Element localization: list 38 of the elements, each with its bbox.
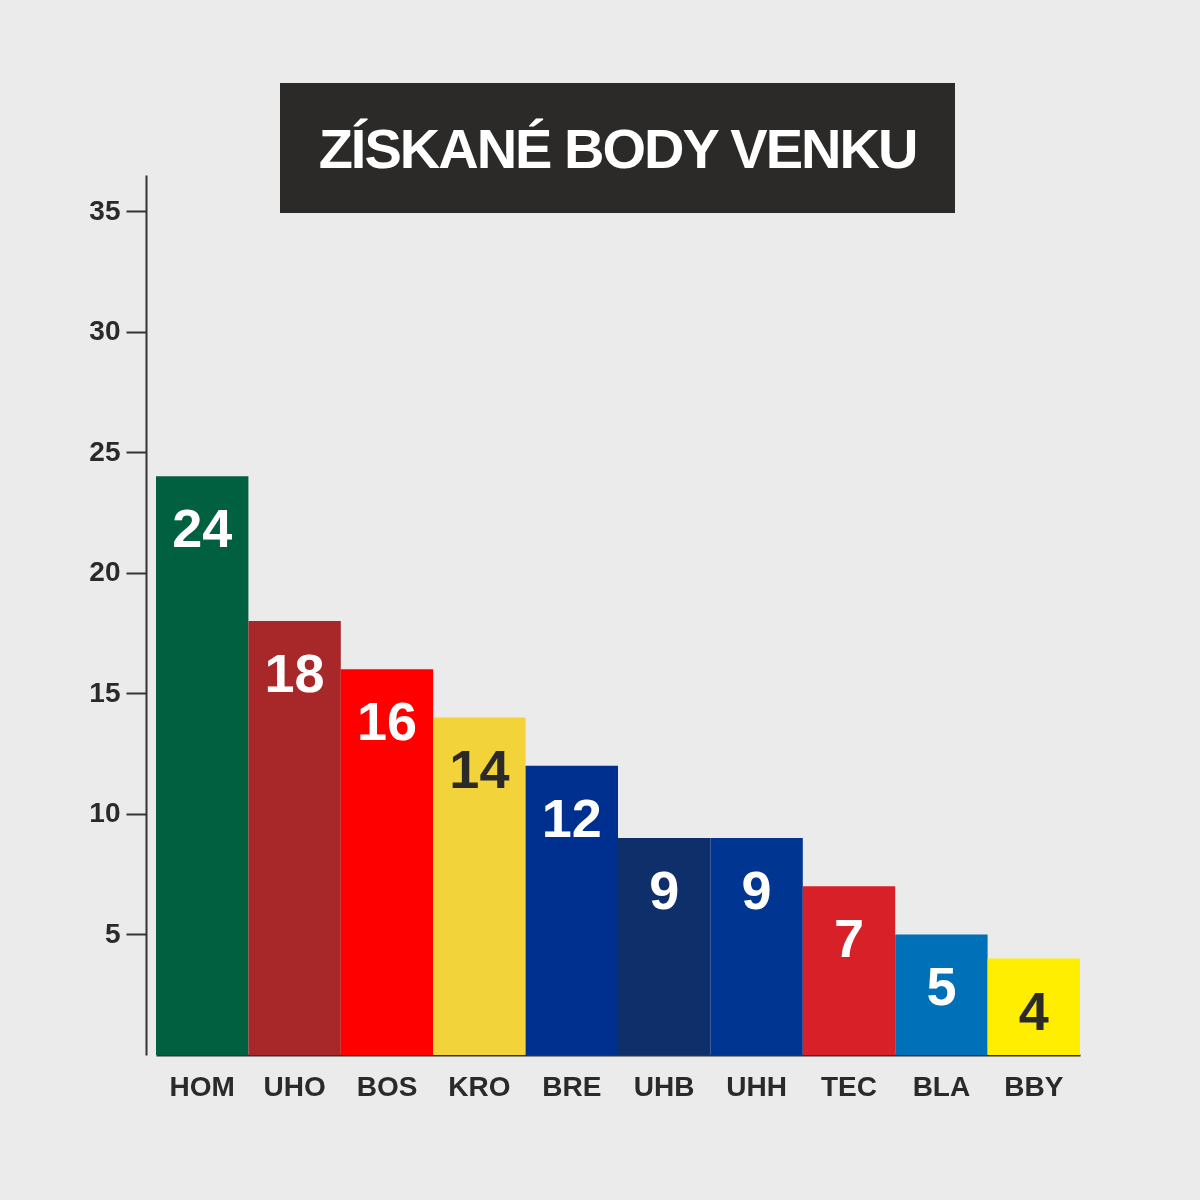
x-tick-label: KRO (448, 1070, 511, 1102)
data-label: 9 (649, 860, 680, 921)
bar (248, 621, 341, 1055)
bar (895, 934, 988, 1055)
x-tick-label: HOM (169, 1070, 235, 1102)
x-tick-label: UHB (633, 1070, 695, 1102)
data-label: 14 (449, 739, 510, 800)
x-tick-label: BLA (912, 1070, 971, 1102)
x-tick-label: UHO (263, 1070, 326, 1102)
x-tick-label: BBY (1004, 1070, 1064, 1102)
bar (156, 476, 249, 1055)
y-tick-label: 10 (89, 797, 121, 829)
x-tick-label: BRE (542, 1070, 602, 1102)
data-label: 9 (741, 860, 772, 921)
data-label: 18 (264, 643, 325, 704)
x-tick-label: BOS (356, 1070, 418, 1102)
bar (433, 717, 526, 1055)
bar (618, 838, 711, 1055)
x-tick-label: TEC (821, 1070, 877, 1102)
data-label: 4 (1018, 980, 1049, 1041)
bar (340, 669, 434, 1055)
y-tick-label: 15 (89, 676, 121, 708)
data-label: 16 (356, 691, 418, 752)
y-tick-label: 5 (104, 917, 121, 949)
y-tick-label: 20 (89, 556, 121, 588)
y-tick-label: 25 (89, 435, 121, 467)
data-label: 12 (541, 787, 602, 848)
bar (525, 765, 618, 1055)
bar (987, 958, 1080, 1055)
bar (710, 838, 803, 1055)
y-tick-label: 35 (89, 194, 121, 226)
data-label: 5 (926, 956, 957, 1017)
data-label: 24 (172, 498, 233, 559)
data-label: 7 (833, 908, 865, 969)
bar (802, 886, 896, 1055)
y-tick-label: 30 (89, 315, 121, 347)
x-tick-label: UHH (726, 1070, 787, 1102)
chart-title: ZÍSKANÉ BODY VENKU (280, 83, 955, 213)
